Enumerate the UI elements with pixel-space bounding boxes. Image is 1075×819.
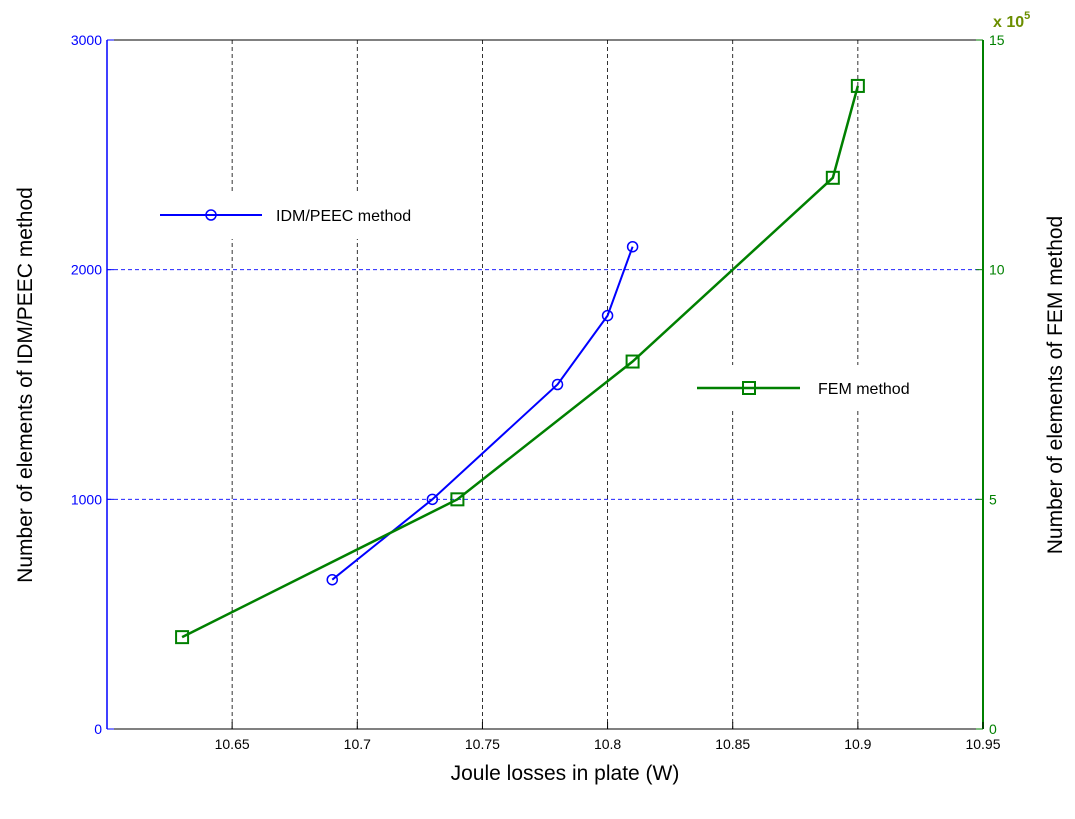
y-right-axis-label: Number of elements of FEM method [1044, 216, 1067, 554]
legend-fem-marker [742, 381, 756, 395]
x-tick-label-6: 10.95 [965, 736, 1000, 752]
y-right-tick-label-1: 5 [989, 491, 997, 507]
series-0-point-3 [601, 309, 614, 322]
legend-fem: FEM method [688, 365, 968, 411]
x-axis-label: Joule losses in plate (W) [451, 762, 680, 785]
x-tick-label-0: 10.65 [215, 736, 250, 752]
series-1-point-4 [850, 78, 865, 93]
legend-idm: IDM/PEEC method [150, 193, 480, 239]
multiplier-base: x 10 [993, 14, 1024, 31]
series-1-point-0 [175, 630, 190, 645]
legend-fem-label: FEM method [818, 381, 910, 398]
y-left-tick-label-0: 0 [94, 721, 102, 737]
series-1-line [181, 85, 860, 639]
series-1-point-1 [450, 492, 465, 507]
multiplier-exponent: 5 [1024, 10, 1030, 22]
series-0-line [331, 246, 634, 581]
y-right-tick-label-2: 10 [989, 262, 1005, 278]
tick-labels: 10.65 10.7 10.75 10.8 10.85 10.9 10.9501000200… [71, 32, 1005, 752]
series-1-point-2 [625, 354, 640, 369]
y-left-tick-label-3: 3000 [71, 32, 102, 48]
x-tick-label-1: 10.7 [344, 736, 371, 752]
series-0-point-0 [326, 573, 339, 586]
axes [106, 39, 984, 730]
x-tick-label-3: 10.8 [594, 736, 621, 752]
x-tick-label-2: 10.75 [465, 736, 500, 752]
x-tick-label-4: 10.85 [715, 736, 750, 752]
legend-idm-marker [205, 209, 217, 221]
legends: IDM/PEEC method FEM method [150, 193, 968, 411]
right-axis-multiplier: x 105 [993, 10, 1030, 31]
x-tick-label-5: 10.9 [844, 736, 871, 752]
series-layer [175, 78, 865, 645]
y-left-tick-label-2: 2000 [71, 262, 102, 278]
series-0-point-4 [626, 240, 639, 253]
series-0-point-1 [426, 493, 439, 506]
series-1-point-3 [825, 170, 840, 185]
y-right-tick-label-0: 0 [989, 721, 997, 737]
y-right-tick-label-3: 15 [989, 32, 1005, 48]
y-left-tick-label-1: 1000 [71, 491, 102, 507]
series-0-point-2 [551, 378, 564, 391]
y-left-axis-label: Number of elements of IDM/PEEC method [14, 187, 37, 583]
legend-idm-label: IDM/PEEC method [276, 208, 411, 225]
